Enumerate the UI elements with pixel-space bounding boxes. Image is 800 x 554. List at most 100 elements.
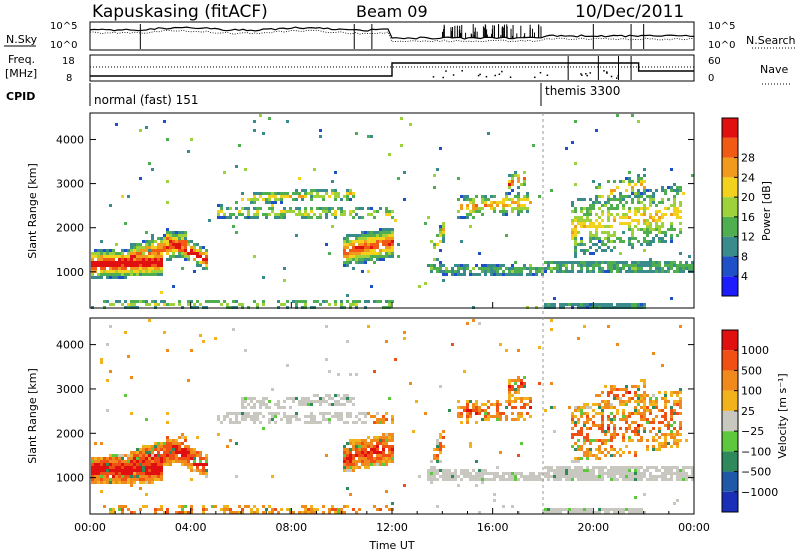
data-cell [508,186,511,189]
data-cell [130,252,133,255]
data-cell [193,454,196,457]
data-cell [364,255,367,258]
data-cell [160,460,163,463]
data-cell [601,195,604,198]
data-cell [259,421,262,424]
data-cell [523,183,526,186]
data-cell [322,198,325,201]
data-cell [343,403,346,406]
data-cell [373,415,376,418]
data-cell [97,466,100,469]
data-cell [532,472,535,475]
data-cell [187,252,190,255]
data-cell [106,276,109,279]
data-cell [337,412,340,415]
data-cell [334,400,337,403]
data-cell [241,418,244,421]
data-cell [106,409,109,412]
data-cell [679,210,682,213]
data-cell [163,300,166,303]
data-cell [673,210,676,213]
data-cell [451,478,454,481]
data-cell [115,123,118,126]
data-cell [148,460,151,463]
data-cell [616,388,619,391]
data-cell [241,303,244,306]
data-cell [136,469,139,472]
data-cell [613,261,616,264]
data-cell [334,511,337,514]
data-cell [184,246,187,249]
data-cell [634,412,637,415]
data-cell [121,481,124,484]
data-cell [586,457,589,460]
data-cell [367,270,370,273]
data-cell [553,430,556,433]
data-cell [622,394,625,397]
data-cell [91,469,94,472]
data-cell [661,198,664,201]
data-cell [559,303,562,306]
data-cell [160,237,163,240]
data-cell [328,370,331,373]
data-cell [649,231,652,234]
data-cell [304,403,307,406]
data-cell [664,261,667,264]
data-cell [583,249,586,252]
time-axis-label: Time UT [368,539,414,552]
data-cell [154,475,157,478]
data-cell [604,448,607,451]
data-cell [325,189,328,192]
data-cell [643,409,646,412]
data-cell [148,454,151,457]
data-cell [304,505,307,508]
data-cell [592,243,595,246]
data-cell [532,267,535,270]
data-cell [289,415,292,418]
data-cell [616,412,619,415]
data-cell [643,469,646,472]
data-cell [649,225,652,228]
data-cell [613,418,616,421]
data-cell [364,237,367,240]
data-cell [358,234,361,237]
data-cell [364,412,367,415]
data-cell [343,261,346,264]
data-cell [625,388,628,391]
data-cell [271,388,274,391]
data-cell [661,442,664,445]
data-cell [346,505,349,508]
data-cell [316,216,319,219]
data-cell [601,231,604,234]
data-cell [487,418,490,421]
data-cell [577,439,580,442]
data-cell [193,469,196,472]
data-cell [190,511,193,514]
data-cell [478,412,481,415]
data-cell [259,412,262,415]
data-cell [574,508,577,511]
data-cell [262,427,265,430]
data-cell [196,264,199,267]
data-cell [460,216,463,219]
data-cell [574,421,577,424]
data-cell [139,475,142,478]
data-cell [571,210,574,213]
data-cell [670,222,673,225]
data-cell [433,469,436,472]
data-cell [109,370,112,373]
data-cell [169,442,172,445]
data-cell [112,511,115,514]
data-cell [163,331,166,334]
data-cell [112,273,115,276]
data-cell [556,508,559,511]
data-cell [463,195,466,198]
data-cell [526,273,529,276]
data-cell [640,478,643,481]
data-cell [160,442,163,445]
data-cell [373,210,376,213]
data-cell [652,198,655,201]
data-cell [664,412,667,415]
data-cell [673,427,676,430]
data-cell [661,225,664,228]
